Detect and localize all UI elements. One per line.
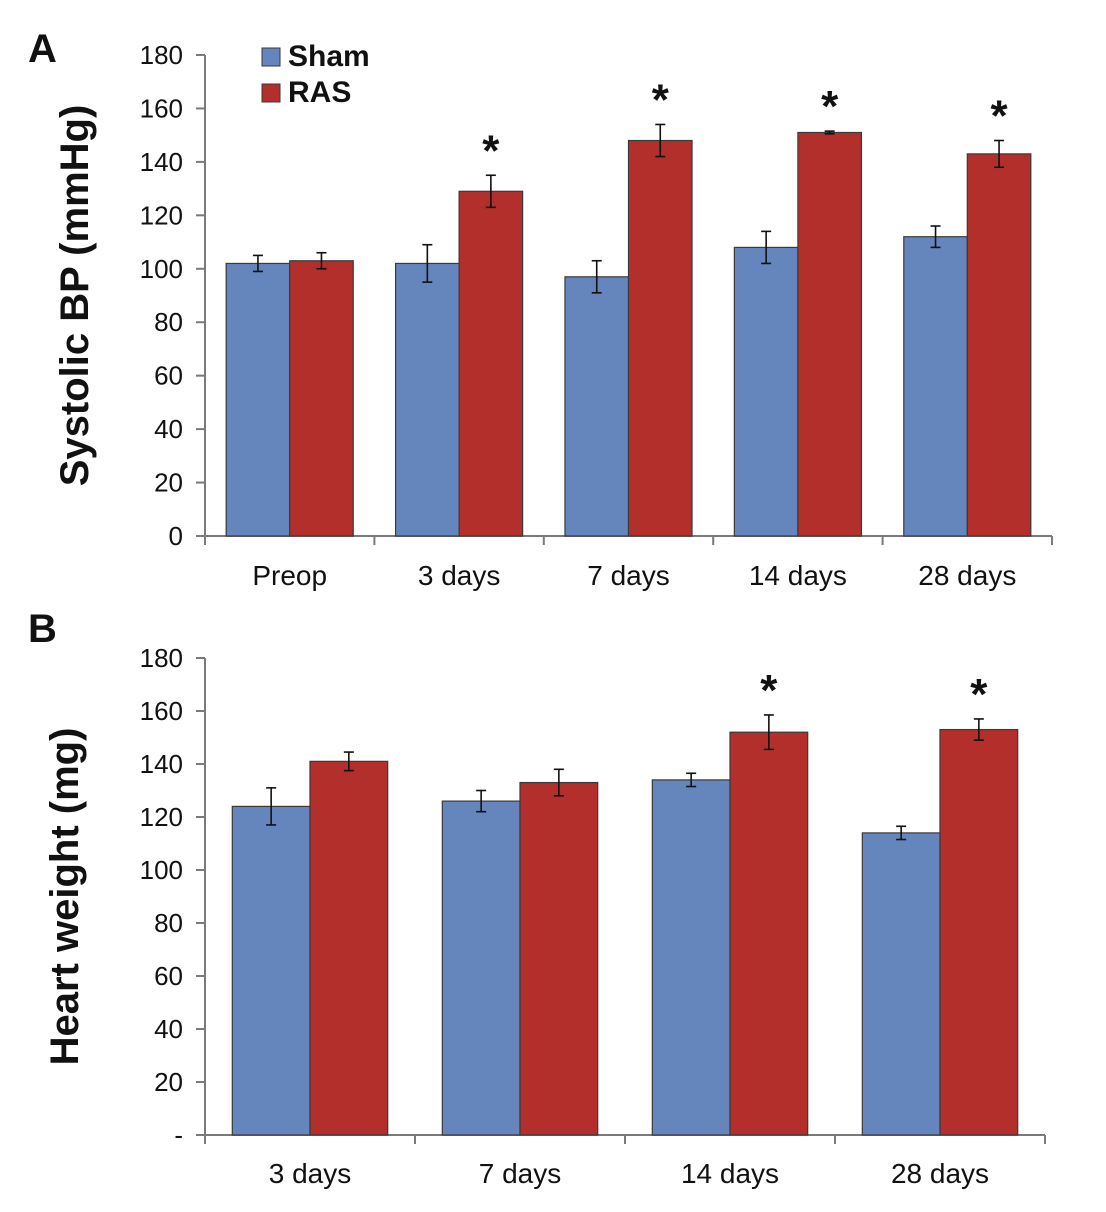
panel-a-x-tick-label: Preop bbox=[252, 560, 327, 591]
panel-a-bar-ras-1 bbox=[458, 190, 524, 537]
panel-a-x-tick-label: 7 days bbox=[587, 560, 670, 591]
panel-a-y-tick-label: 20 bbox=[154, 468, 183, 498]
panel-a-x-tick-label: 14 days bbox=[749, 560, 847, 591]
panel-b-y-tick-label: 180 bbox=[140, 643, 183, 673]
panel-b-y-tick-label: 120 bbox=[140, 802, 183, 832]
panel-b-bar-ras-0 bbox=[309, 760, 389, 1136]
panel-a-y-tick-label: 120 bbox=[140, 200, 183, 230]
panel-a-significance-star-1: * bbox=[482, 126, 500, 175]
legend-label-ras: RAS bbox=[288, 76, 351, 109]
panel-a-y-tick-label: 100 bbox=[140, 254, 183, 284]
legend-swatch-sham bbox=[261, 47, 281, 67]
panel-b-bar-sham-2 bbox=[651, 779, 731, 1136]
panel-a-bar-sham-1 bbox=[394, 262, 460, 537]
panel-b-x-tick-label: 28 days bbox=[891, 1158, 989, 1189]
panel-a-significance-star-2: * bbox=[652, 75, 670, 124]
panel-b-letter: B bbox=[28, 607, 57, 651]
panel-b-bar-sham-1 bbox=[441, 800, 521, 1136]
panel-b-x-tick-label: 7 days bbox=[479, 1158, 562, 1189]
panel-b-y-tick-label: 160 bbox=[140, 696, 183, 726]
panel-a-bar-sham-3 bbox=[733, 246, 799, 537]
panel-b-bar-sham-3 bbox=[861, 832, 941, 1136]
panel-b-y-axis-title: Heart weight (mg) bbox=[43, 728, 87, 1066]
panel-b-y-tick-label: 80 bbox=[154, 908, 183, 938]
panel-a-y-tick-label: 80 bbox=[154, 307, 183, 337]
panel-a-bar-sham-4 bbox=[903, 236, 968, 537]
panel-b-bar-ras-2 bbox=[729, 731, 809, 1136]
panel-b-x-tick-label: 3 days bbox=[269, 1158, 352, 1189]
panel-b-significance-star-3: * bbox=[970, 670, 988, 719]
panel-b-y-tick-label: 40 bbox=[154, 1014, 183, 1044]
panel-b-bar-sham-0 bbox=[231, 805, 311, 1136]
panel-a-significance-star-3: * bbox=[821, 82, 839, 131]
panel-b-y-tick-label: 20 bbox=[154, 1067, 183, 1097]
panel-b-bar-ras-3 bbox=[939, 728, 1019, 1136]
panel-a-x-tick-label: 3 days bbox=[418, 560, 501, 591]
panel-a-letter: A bbox=[28, 27, 57, 71]
panel-a-y-tick-label: 140 bbox=[140, 147, 183, 177]
panel-a-y-axis-title: Systolic BP (mmHg) bbox=[53, 105, 97, 487]
panel-a-bar-ras-3 bbox=[797, 131, 863, 537]
panel-b-bar-ras-1 bbox=[519, 781, 599, 1136]
panel-a-y-tick-label: 40 bbox=[154, 414, 183, 444]
panel-a-y-tick-label: 0 bbox=[169, 521, 183, 551]
panel-a-bar-ras-4 bbox=[966, 153, 1032, 537]
panel-a-bar-ras-2 bbox=[627, 139, 693, 537]
panel-b-y-tick-label: 140 bbox=[140, 749, 183, 779]
panel-a-y-tick-label: 160 bbox=[140, 93, 183, 123]
legend-swatch-ras bbox=[261, 83, 281, 103]
panel-b-y-tick-label: - bbox=[174, 1120, 183, 1150]
panel-b-y-tick-label: 100 bbox=[140, 855, 183, 885]
panel-a-bar-sham-0 bbox=[225, 262, 291, 537]
panel-b-significance-star-2: * bbox=[760, 666, 778, 715]
panel-a-y-tick-label: 180 bbox=[140, 40, 183, 70]
panel-b-x-tick-label: 14 days bbox=[681, 1158, 779, 1189]
panel-a-y-tick-label: 60 bbox=[154, 361, 183, 391]
panel-b-y-tick-label: 60 bbox=[154, 961, 183, 991]
panel-a-significance-star-4: * bbox=[991, 92, 1009, 141]
legend-label-sham: Sham bbox=[288, 40, 370, 73]
panel-a-bar-sham-2 bbox=[564, 276, 630, 537]
panel-a-x-tick-label: 28 days bbox=[918, 560, 1016, 591]
panel-a-bar-ras-0 bbox=[289, 260, 354, 537]
